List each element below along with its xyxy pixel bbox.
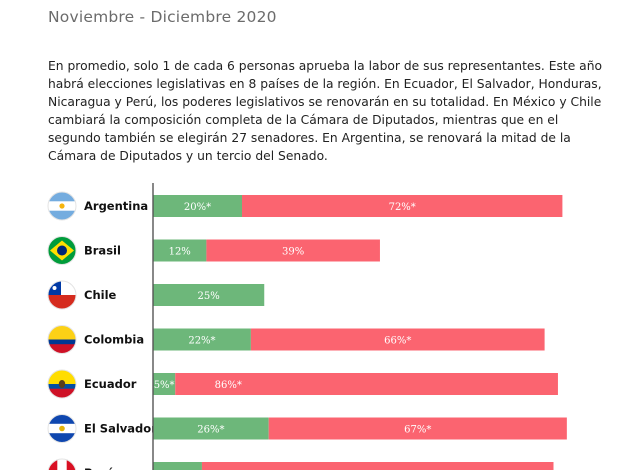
approve-bar	[153, 239, 207, 262]
country-label: Argentina	[84, 199, 148, 213]
bar-value-label: 39%	[282, 247, 304, 258]
country-label: Perú	[84, 466, 114, 470]
disapprove-bar	[268, 417, 567, 440]
country-label: Brasil	[84, 244, 121, 258]
bar-value-label: 66%*	[384, 336, 411, 347]
country-label: Ecuador	[84, 377, 137, 391]
bar-value-label: 72%*	[389, 202, 416, 213]
country-label: Chile	[84, 288, 117, 302]
bar-value-label: 5%*	[154, 380, 175, 391]
approve-bar	[153, 195, 242, 217]
approve-bar	[153, 462, 202, 470]
el-salvador-flag-icon	[47, 414, 77, 443]
disapprove-bar	[201, 462, 554, 470]
country-label: El Salvador	[84, 422, 157, 436]
approve-bar	[153, 328, 251, 351]
disapprove-bar	[175, 373, 558, 395]
disapprove-bar	[250, 328, 545, 351]
approve-bar	[153, 417, 269, 440]
bar-value-label: 20%*	[184, 202, 211, 213]
chart-row: Argentina 20%* 72%*	[47, 191, 563, 221]
chile-flag-icon	[47, 280, 77, 310]
bar-value-label: 22%*	[188, 336, 215, 347]
approve-bar	[153, 373, 176, 395]
chart-row: Colombia 22%* 66%*	[47, 325, 545, 354]
brazil-flag-icon	[47, 236, 77, 265]
chart-row: Ecuador 5%* 86%*	[47, 369, 558, 399]
argentina-flag-icon	[47, 191, 77, 221]
chart-description: En promedio, solo 1 de cada 6 personas a…	[48, 59, 603, 163]
chart-row: El Salvador 26%* 67%*	[47, 414, 567, 443]
bar-value-label: 86%*	[215, 380, 242, 391]
disapprove-bar	[206, 239, 380, 262]
disapprove-bar	[242, 195, 563, 217]
country-label: Colombia	[84, 333, 144, 347]
chart-row: Brasil 12% 39%	[47, 236, 380, 265]
bar-value-label: 25%	[198, 291, 220, 302]
bar-value-label: 12%	[169, 247, 191, 258]
chart-subtitle: Noviembre - Diciembre 2020	[48, 8, 277, 26]
chart-row: Perú	[47, 458, 554, 470]
bar-value-label: 26%*	[197, 425, 224, 436]
bar-value-label: 67%*	[404, 425, 431, 436]
ecuador-flag-icon	[47, 369, 77, 399]
chart-row: Chile 25%	[47, 280, 265, 310]
approve-bar	[153, 284, 265, 306]
colombia-flag-icon	[47, 325, 77, 354]
approval-bar-chart: Argentina 20%* 72%* Brasil 12% 39% Chile 25% Col…	[47, 183, 567, 470]
peru-flag-icon	[47, 458, 77, 470]
